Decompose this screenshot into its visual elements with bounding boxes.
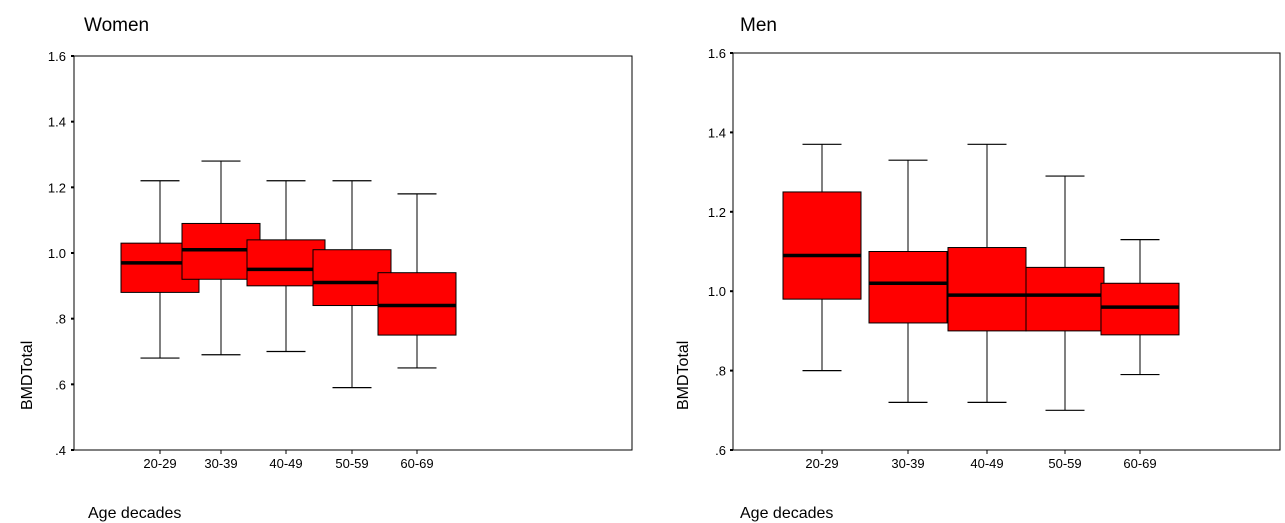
iqr-box <box>1025 266 1105 332</box>
box-30-39 <box>868 159 948 403</box>
x-tick-label: 40-49 <box>970 456 1003 471</box>
x-tick-label: 40-49 <box>269 456 302 471</box>
iqr-box <box>246 239 326 287</box>
y-axis-label: BMDTotal <box>19 341 36 410</box>
x-tick-label: 50-59 <box>335 456 368 471</box>
box-20-29 <box>782 143 862 372</box>
box-60-69 <box>1100 238 1180 376</box>
y-ticks: .4 .6 .8 1.0 1.2 1.4 1.6 <box>48 49 74 458</box>
y-tick-label: .6 <box>55 377 66 392</box>
x-ticks: 20-29 30-39 40-49 50-59 60-69 <box>143 450 434 471</box>
iqr-box <box>1100 282 1180 336</box>
chart-women: Women BMDTotal Age decades .4 .6 .8 1.0 1.2 1… <box>19 15 633 522</box>
x-ticks: 20-29 30-39 40-49 50-59 60-69 <box>805 450 1157 471</box>
y-tick-label: 1.0 <box>708 284 726 299</box>
x-axis-label: Age decades <box>88 505 181 522</box>
box-40-49 <box>947 143 1027 403</box>
y-tick-label: 1.6 <box>48 49 66 64</box>
x-tick-label: 60-69 <box>1123 456 1156 471</box>
box-60-69 <box>377 193 457 369</box>
box-series <box>782 143 1180 411</box>
x-tick-label: 20-29 <box>805 456 838 471</box>
x-tick-label: 30-39 <box>891 456 924 471</box>
iqr-box <box>947 247 1027 332</box>
chart-men: Men BMDTotal Age decades .6 .8 1.0 1.2 1.4 1.… <box>675 15 1281 522</box>
x-tick-label: 20-29 <box>143 456 176 471</box>
y-tick-label: 1.4 <box>48 115 66 130</box>
box-40-49 <box>246 180 326 353</box>
y-tick-label: .8 <box>715 364 726 379</box>
box-50-59 <box>1025 175 1105 411</box>
box-series <box>120 160 457 389</box>
y-tick-label: .8 <box>55 312 66 327</box>
y-tick-label: .4 <box>55 443 66 458</box>
y-tick-label: .6 <box>715 443 726 458</box>
chart-title: Men <box>740 15 777 36</box>
x-tick-label: 50-59 <box>1048 456 1081 471</box>
x-axis-label: Age decades <box>740 505 833 522</box>
y-tick-label: 1.0 <box>48 246 66 261</box>
x-tick-label: 30-39 <box>204 456 237 471</box>
chart-title: Women <box>84 15 149 36</box>
y-ticks: .6 .8 1.0 1.2 1.4 1.6 <box>708 46 733 458</box>
iqr-box <box>782 191 862 300</box>
x-tick-label: 60-69 <box>400 456 433 471</box>
y-tick-label: 1.6 <box>708 46 726 61</box>
iqr-box <box>868 251 948 324</box>
plot-frame <box>732 52 1281 451</box>
y-tick-label: 1.4 <box>708 125 726 140</box>
y-tick-label: 1.2 <box>708 205 726 220</box>
y-axis-label: BMDTotal <box>675 341 692 410</box>
y-tick-label: 1.2 <box>48 180 66 195</box>
